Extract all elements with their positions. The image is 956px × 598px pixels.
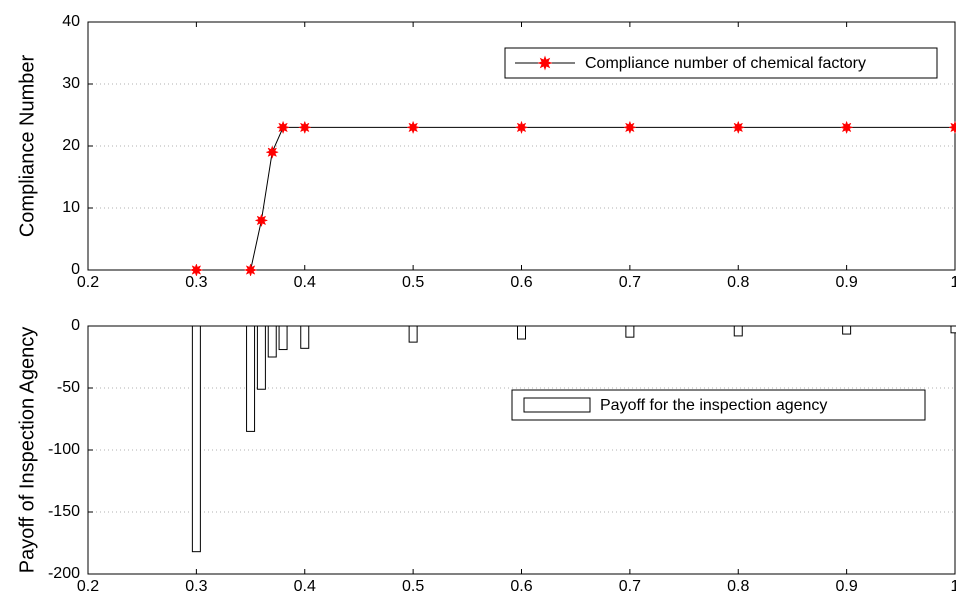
legend-box [504,47,938,79]
y-tick-label: -50 [57,379,80,396]
y-tick-label: -150 [48,503,80,520]
marker [298,120,312,135]
x-tick-label: 0.8 [727,578,749,595]
bar [517,325,526,340]
legend-patch [523,397,591,413]
x-tick-label: 0.5 [402,274,424,291]
x-tick-label: 0.6 [510,578,532,595]
marker [514,120,529,135]
x-tick-label: 0.3 [185,578,207,595]
bar [842,325,852,335]
bar [267,325,277,358]
y-tick-label: -200 [48,565,80,582]
x-tick-label: 0.5 [402,578,424,595]
y-tick-label: 40 [62,13,80,30]
marker [731,120,746,135]
y-tick-label: 0 [71,261,80,278]
bar [300,325,310,349]
x-tick-label: 0.7 [619,274,641,291]
y-tick-label: 0 [71,317,80,334]
x-tick-label: 0.9 [836,274,858,291]
marker [189,263,204,277]
x-tick-label: 1 [951,274,956,291]
x-tick-label: 0.9 [836,578,858,595]
marker [254,213,269,228]
line [196,126,955,271]
marker [948,120,956,135]
x-tick-label: 0.2 [77,578,99,595]
marker [406,120,420,135]
marker [265,145,279,159]
y-tick-label: 20 [62,137,80,154]
x-tick-label: 0.3 [185,274,207,291]
x-tick-label: 0.2 [77,274,99,291]
y-axis-label: Payoff of Inspection Agency [16,327,38,573]
y-axis-label: Compliance Number [16,55,38,238]
x-tick-label: 0.7 [619,578,641,595]
bar [246,325,256,432]
x-tick-label: 0.4 [294,274,316,291]
y-tick-label: -100 [48,441,80,458]
bar [625,325,635,338]
x-tick-label: 0.6 [510,274,532,291]
marker [839,120,854,135]
bar [408,325,418,343]
legend-label: Payoff for the inspection agency [600,397,827,414]
bar [256,325,266,390]
legend-label: Compliance number of chemical factory [585,55,866,72]
x-tick-label: 0.4 [294,578,316,595]
marker [276,120,290,135]
x-tick-label: 1 [951,578,956,595]
plot-frame [87,21,956,271]
marker [623,120,637,135]
y-tick-label: 10 [62,199,80,216]
x-tick-label: 0.8 [727,274,749,291]
legend-marker [537,55,553,71]
bar [950,325,956,334]
bar [278,325,288,351]
bar [733,325,743,337]
marker [243,263,258,277]
bar [191,325,201,553]
y-tick-label: 30 [62,75,80,92]
